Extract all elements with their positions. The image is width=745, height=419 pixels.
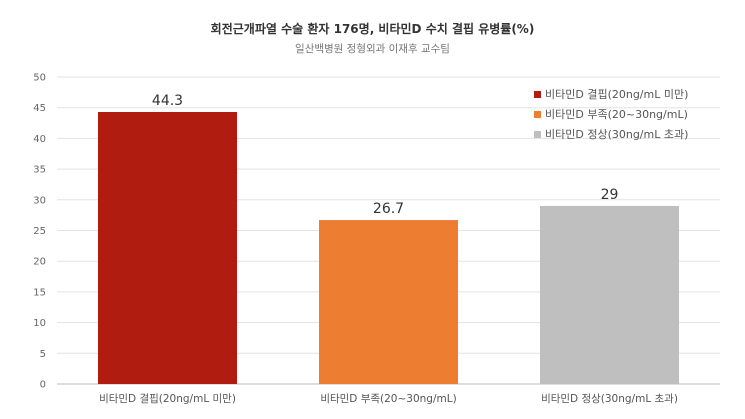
x-tick-label: 비타민D 결핍(20ng/mL 미만) — [99, 393, 236, 405]
chart-subtitle: 일산백병원 정형외과 이재후 교수팀 — [295, 43, 450, 55]
legend-swatch — [534, 110, 541, 118]
y-tick-label: 30 — [33, 195, 46, 206]
data-label: 26.7 — [373, 201, 404, 217]
y-tick-label: 15 — [33, 287, 46, 298]
legend-label: 비타민D 정상(30ng/mL 초과) — [545, 128, 689, 141]
legend-item: 비타민D 정상(30ng/mL 초과) — [534, 124, 688, 144]
legend-label: 비타민D 부족(20~30ng/mL) — [545, 108, 688, 121]
y-tick-label: 25 — [33, 226, 46, 237]
y-tick-label: 0 — [40, 380, 46, 391]
y-tick-label: 10 — [33, 318, 46, 329]
y-tick-label: 20 — [33, 257, 46, 268]
legend: 비타민D 결핍(20ng/mL 미만) 비타민D 부족(20~30ng/mL) … — [534, 84, 688, 144]
chart-title: 회전근개파열 수술 환자 176명, 비타민D 수치 결핍 유병률(%) — [210, 22, 535, 36]
y-tick-label: 50 — [33, 73, 46, 84]
x-tick-label: 비타민D 부족(20~30ng/mL) — [320, 393, 456, 405]
bar — [319, 220, 458, 384]
y-tick-label: 35 — [33, 165, 46, 176]
legend-swatch — [534, 130, 541, 138]
bar — [540, 205, 679, 384]
legend-swatch — [534, 90, 541, 98]
legend-label: 비타민D 결핍(20ng/mL 미만) — [545, 88, 689, 101]
bar — [98, 111, 237, 385]
y-tick-label: 5 — [40, 349, 46, 360]
x-tick-label: 비타민D 정상(30ng/mL 초과) — [541, 393, 678, 405]
legend-item: 비타민D 부족(20~30ng/mL) — [534, 104, 688, 124]
data-label: 29 — [601, 187, 619, 203]
y-tick-label: 40 — [33, 134, 46, 145]
data-label: 44.3 — [152, 93, 183, 109]
legend-item: 비타민D 결핍(20ng/mL 미만) — [534, 84, 688, 104]
y-tick-label: 45 — [33, 103, 46, 114]
